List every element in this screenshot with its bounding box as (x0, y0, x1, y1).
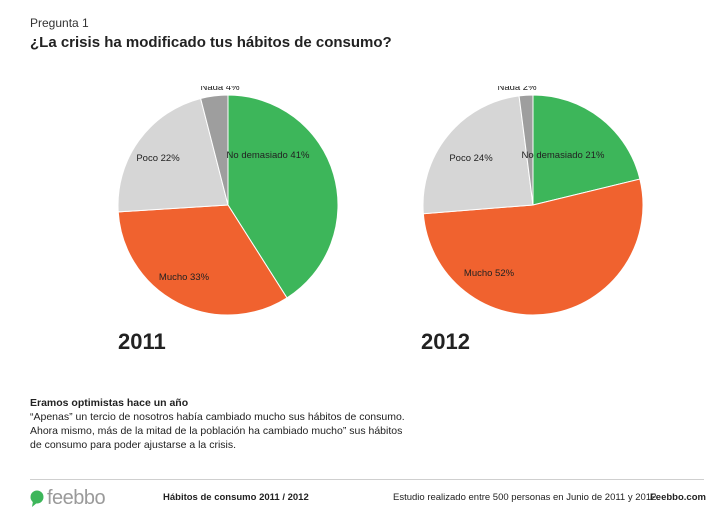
slice-label-no-demasiado: No demasiado 41% (227, 150, 310, 161)
summary-heading: Eramos optimistas hace un año (30, 397, 189, 409)
year-label-2011: 2011 (118, 329, 166, 354)
slice-label-no-demasiado: No demasiado 21% (522, 150, 605, 161)
pie-chart-2011: No demasiado 41% Mucho 33% Poco 22% Nada 4% (117, 86, 339, 316)
feebbo-logo: feebbo (30, 487, 106, 510)
pie-slice-poco (422, 95, 534, 215)
slice-label-mucho: Mucho 52% (464, 268, 515, 279)
footer-title: Hábitos de consumo 2011 / 2012 (163, 492, 309, 503)
slice-label-mucho: Mucho 33% (159, 272, 210, 283)
pie-slice-poco (117, 97, 229, 213)
footer-site: Feebbo.com (650, 492, 706, 503)
pie-slice-nada (518, 94, 534, 206)
pie-slice-mucho (117, 204, 288, 316)
question-title: ¿La crisis ha modificado tus hábitos de … (30, 34, 392, 51)
slice-label-poco: Poco 24% (449, 153, 493, 164)
summary-text: Eramos optimistas hace un año “Apenas” u… (30, 396, 410, 452)
summary-body: “Apenas” un tercio de nosotros había cam… (30, 411, 405, 451)
pie-slice-no-demasiado (227, 94, 339, 299)
pie-chart-2012: No demasiado 21% Mucho 52% Poco 24% Nada 2% (422, 86, 644, 316)
slice-label-nada: Nada 2% (497, 86, 537, 93)
slice-label-poco: Poco 22% (136, 153, 180, 164)
footer-study-note: Estudio realizado entre 500 personas en … (393, 492, 657, 503)
year-label-2012: 2012 (421, 329, 470, 354)
footer-divider (30, 479, 704, 480)
pie-slice-nada (200, 94, 229, 206)
slice-label-nada: Nada 4% (200, 86, 240, 93)
pie-slice-mucho (422, 178, 644, 316)
speech-bubble-icon (30, 490, 44, 507)
logo-wordmark: feebbo (47, 487, 106, 509)
question-number: Pregunta 1 (30, 16, 89, 30)
pie-slice-no-demasiado (532, 94, 641, 206)
